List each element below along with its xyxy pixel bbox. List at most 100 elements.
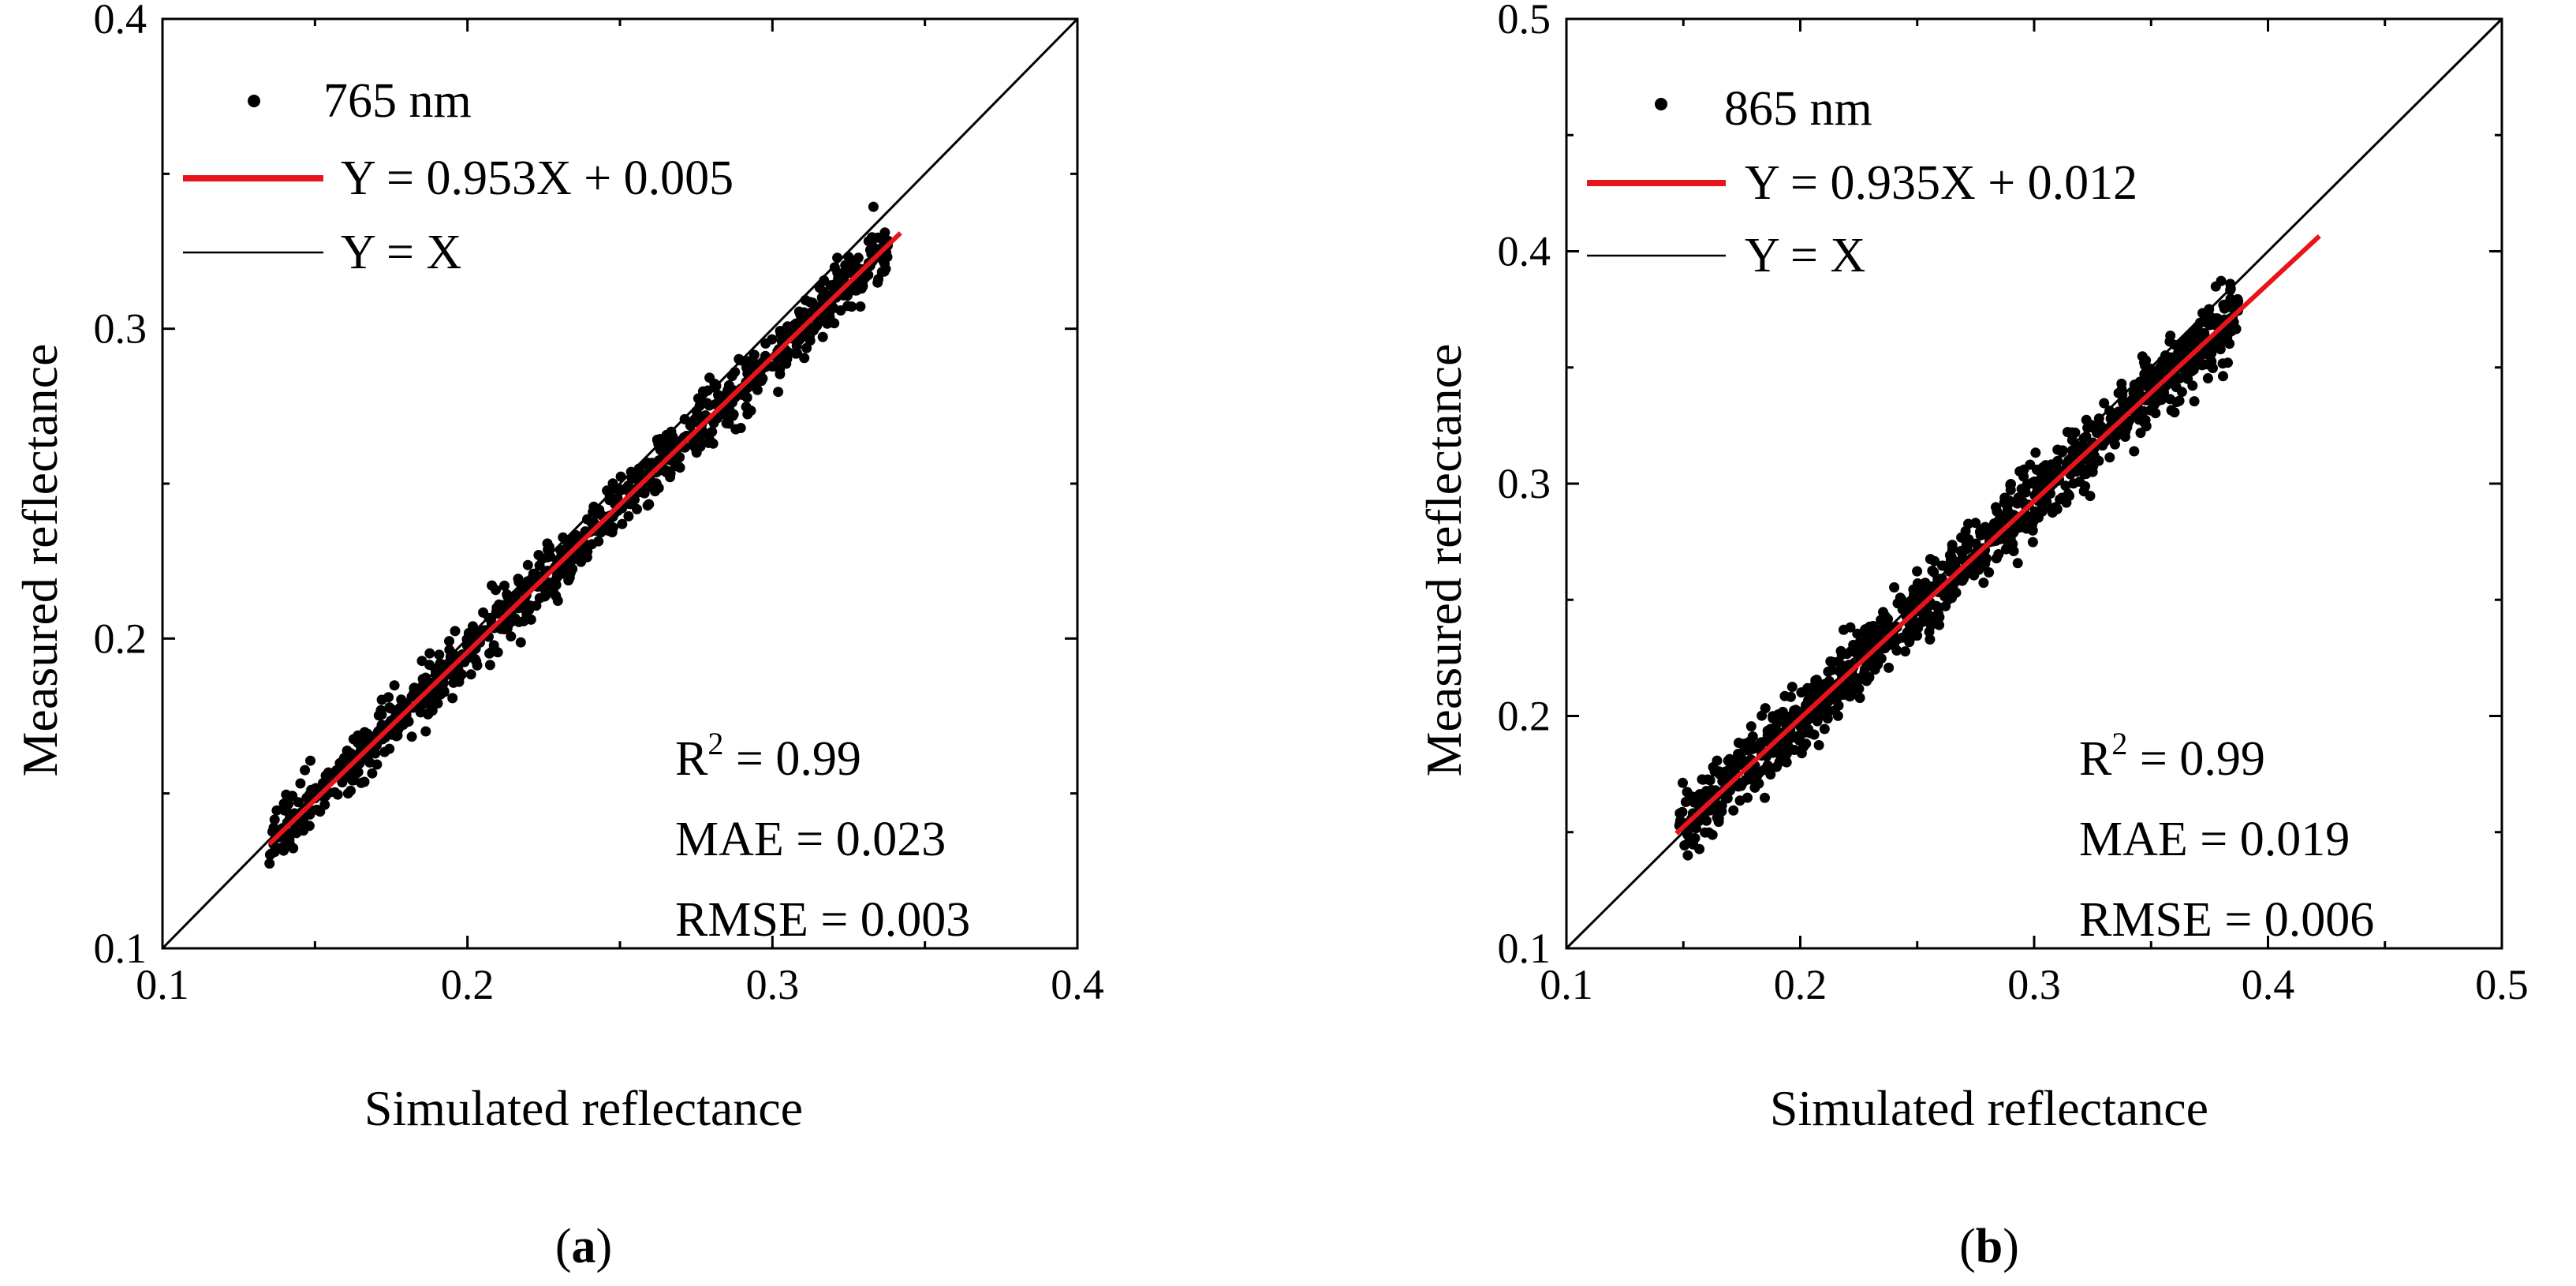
scatter-point-b xyxy=(1963,518,1973,529)
scatter-point-b xyxy=(1993,549,2004,559)
scatter-point-b xyxy=(2029,477,2040,487)
x-axis-title-a: Simulated reflectance xyxy=(364,1080,803,1136)
scatter-point-b xyxy=(2003,540,2014,551)
scatter-point-a xyxy=(444,636,454,647)
scatter-point-a xyxy=(829,262,840,273)
r2-superscript-a: 2 xyxy=(707,726,723,761)
scatter-point-a xyxy=(531,600,542,611)
panel-b: 0.1 0.2 0.3 0.4 0.5 0.1 0.2 0.3 0.4 0.5 Simulated… xyxy=(1416,0,2529,1273)
scatter-point-a xyxy=(855,301,866,312)
scatter-point-b xyxy=(2227,302,2238,313)
scatter-point-b xyxy=(2217,358,2228,369)
scatter-point-b xyxy=(1689,796,1700,807)
scatter-point-a xyxy=(860,271,871,282)
scatter-point-a xyxy=(345,785,356,796)
scatter-point-b xyxy=(1796,687,1807,698)
scatter-point-b xyxy=(1712,806,1723,817)
scatter-point-a xyxy=(264,858,275,869)
scatter-point-b xyxy=(2180,366,2191,377)
scatter-point-a xyxy=(420,726,431,737)
scatter-point-a xyxy=(319,799,330,810)
scatter-point-a xyxy=(376,694,387,705)
scatter-point-b xyxy=(1757,710,1768,721)
scatter-point-a xyxy=(293,797,304,808)
y-tick-label-b: 0.3 xyxy=(1498,460,1551,507)
scatter-point-b xyxy=(2191,358,2202,368)
x-tick-label-b: 0.1 xyxy=(1540,961,1593,1008)
scatter-point-b xyxy=(2116,378,2127,389)
scatter-point-a xyxy=(623,510,634,522)
scatter-point-a xyxy=(465,669,476,680)
scatter-point-a xyxy=(882,252,893,263)
y-tick-label-b: 0.5 xyxy=(1498,0,1551,43)
scatter-point-b xyxy=(1883,640,1894,651)
scatter-point-a xyxy=(833,273,844,284)
scatter-point-b xyxy=(1735,758,1746,769)
scatter-point-b xyxy=(2099,398,2110,409)
scatter-point-a xyxy=(745,406,756,416)
scatter-point-b xyxy=(1723,764,1734,775)
legend-marker-dot-b xyxy=(1655,98,1667,110)
scatter-point-a xyxy=(430,668,441,679)
scatter-point-b xyxy=(1750,741,1761,752)
scatter-point-b xyxy=(2025,518,2036,529)
scatter-point-b xyxy=(1704,827,1715,838)
fit-line-a xyxy=(267,231,902,847)
legend-marker-dot-a xyxy=(248,95,260,107)
scatter-point-b xyxy=(2135,428,2146,439)
legend-label-band-b: 865 nm xyxy=(1724,82,1872,136)
scatter-point-b xyxy=(2041,501,2052,512)
scatter-point-b xyxy=(2012,498,2023,509)
scatter-point-a xyxy=(773,387,784,398)
scatter-point-b xyxy=(2111,431,2122,442)
scatter-point-b xyxy=(1803,687,1814,697)
scatter-point-b xyxy=(2232,293,2243,305)
scatter-point-b xyxy=(2079,469,2090,480)
stats-b: R2 = 0.99 MAE = 0.019 RMSE = 0.006 xyxy=(2079,726,2374,947)
scatter-point-a xyxy=(513,616,525,627)
stats-a: R2 = 0.99 MAE = 0.023 RMSE = 0.003 xyxy=(675,726,970,947)
scatter-point-a xyxy=(305,755,315,766)
scatter-point-a xyxy=(427,705,438,716)
panel-letter-b: b xyxy=(1976,1220,2003,1273)
legend-label-fit-a: Y = 0.953X + 0.005 xyxy=(341,151,734,205)
x-tick-label-a: 0.3 xyxy=(746,961,800,1008)
scatter-point-b xyxy=(1783,713,1794,724)
scatter-point-b xyxy=(2201,359,2212,370)
legend-label-identity-a: Y = X xyxy=(341,226,461,279)
scatter-point-b xyxy=(2221,327,2232,338)
scatter-point-a xyxy=(829,318,840,329)
y-tick-label-b: 0.2 xyxy=(1498,693,1551,740)
scatter-point-a xyxy=(632,503,642,514)
scatter-point-b xyxy=(1925,634,1936,645)
scatter-point-b xyxy=(1708,761,1719,772)
scatter-point-b xyxy=(2187,380,2198,391)
scatter-point-a xyxy=(694,436,705,447)
scatter-point-a xyxy=(522,559,533,570)
scatter-point-b xyxy=(2164,336,2175,347)
scatter-point-a xyxy=(697,386,708,397)
scatter-point-a xyxy=(727,410,738,421)
scatter-point-b xyxy=(2030,507,2041,518)
scatter-point-b xyxy=(2018,464,2029,475)
scatter-point-a xyxy=(563,575,574,586)
scatter-point-a xyxy=(552,596,563,606)
scatter-point-b xyxy=(2062,427,2073,438)
scatter-point-b xyxy=(1957,548,1968,559)
scatter-point-b xyxy=(1839,624,1849,635)
scatter-point-a xyxy=(818,286,829,297)
scatter-point-b xyxy=(1827,664,1838,675)
scatter-point-a xyxy=(367,768,378,779)
scatter-point-a xyxy=(622,480,633,492)
scatter-point-a xyxy=(353,767,364,778)
y-axis-title-a: Measured reflectance xyxy=(12,344,68,777)
x-tick-label-a: 0.1 xyxy=(136,961,189,1008)
scatter-point-a xyxy=(486,646,497,657)
scatter-point-a xyxy=(268,822,279,833)
scatter-point-a xyxy=(800,328,811,339)
scatter-point-a xyxy=(708,417,719,428)
scatter-point-b xyxy=(1959,570,1970,581)
scatter-point-b xyxy=(1833,656,1844,667)
scatter-point-b xyxy=(1850,648,1861,659)
scatter-point-a xyxy=(640,459,651,469)
